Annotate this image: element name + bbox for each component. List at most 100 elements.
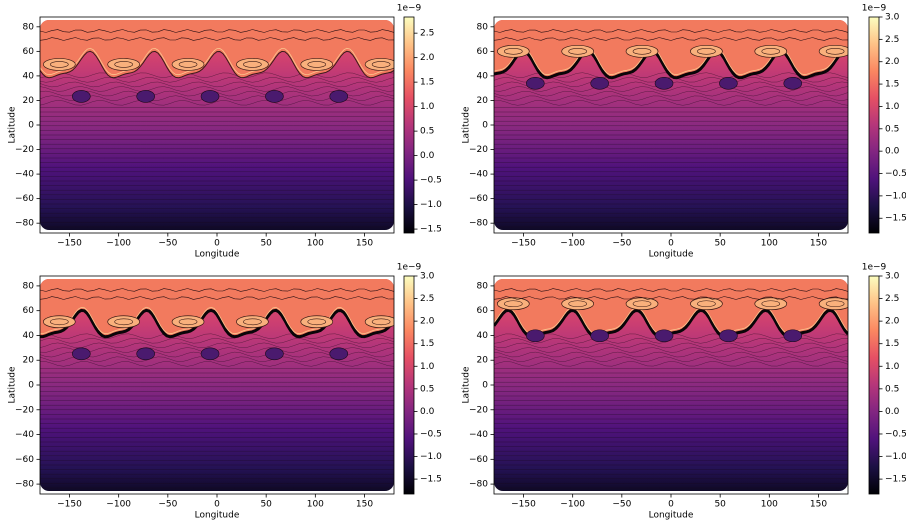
contour-line [494, 361, 848, 367]
vortex [568, 48, 587, 55]
y-tick-label: 0 [482, 381, 488, 391]
contour-line [40, 288, 394, 292]
vortex [371, 318, 391, 326]
x-axis-label: Longitude [195, 511, 240, 520]
colorbar-tick-label: 2.0 [885, 317, 900, 327]
y-tick-label: 60 [23, 47, 35, 57]
contour-line [40, 100, 394, 106]
vortex [697, 48, 716, 55]
front-halo [40, 47, 394, 76]
contour-line [40, 361, 394, 367]
colorbar-tick-label: 3.0 [885, 272, 900, 282]
y-tick-label: −20 [15, 145, 34, 155]
contour-line [494, 338, 848, 344]
colorbar-tick-label: −0.5 [885, 169, 906, 179]
vortex [561, 44, 595, 58]
contour-line [40, 37, 394, 41]
colorbar-tick-label: 0.5 [420, 384, 434, 394]
colorbar-tick-label: 0.5 [885, 124, 899, 134]
y-tick-label: −80 [15, 219, 34, 229]
vortex [200, 90, 220, 103]
y-tick-label: 60 [477, 306, 489, 316]
colorbar-tick-label: 2.0 [420, 317, 435, 327]
contour-line [40, 338, 394, 344]
colorbar-tick-label: 0.0 [420, 151, 435, 161]
x-axis-label: Longitude [195, 250, 240, 260]
vortex [42, 315, 76, 329]
x-tick-label: 0 [214, 239, 220, 249]
vortex [178, 61, 198, 68]
vortex [329, 90, 349, 103]
vortex [847, 329, 848, 343]
vortex [504, 300, 523, 308]
vortex [371, 61, 391, 68]
colorbar-offset: 1e−9 [397, 263, 422, 273]
contour-line [494, 95, 848, 101]
x-tick-label: −50 [612, 239, 631, 249]
y-axis-label: Latitude [8, 366, 18, 404]
x-tick-label: −100 [106, 239, 131, 249]
contour-line [40, 77, 394, 83]
y-axis-label: Latitude [462, 106, 472, 144]
y-tick-label: 20 [23, 356, 35, 366]
x-tick-label: 50 [260, 239, 272, 249]
vortex [654, 329, 674, 343]
contour-line [40, 29, 394, 33]
field [40, 279, 394, 491]
subplot: −150 −100 −50 0 50 100 150 −80 −60 −40 −20 0 20 40 60 8… [8, 4, 443, 260]
y-tick-label: 0 [28, 121, 34, 131]
polar-region [494, 279, 848, 337]
subplot: −150 −100 −50 0 50 100 150 −80 −60 −40 −20 0 20 40 60 8… [8, 263, 443, 520]
colorbar-tick-label: 3.0 [885, 13, 900, 23]
vortex [300, 58, 334, 71]
vortex [632, 48, 652, 55]
contour-line [40, 296, 394, 300]
colorbar-tick-label: −0.5 [885, 429, 906, 439]
contour-line [40, 72, 394, 78]
y-tick-label: −80 [15, 480, 34, 490]
colorbar-tick-label: 1.5 [885, 339, 899, 349]
vortex [504, 48, 523, 55]
x-tick-label: −50 [158, 500, 177, 510]
vortex [719, 329, 738, 343]
contour-line [494, 100, 848, 106]
vortex [114, 61, 133, 68]
vortex [50, 318, 69, 326]
y-tick-label: −40 [15, 170, 34, 180]
vortex [364, 58, 394, 71]
colorbar-tick-label: −1.0 [420, 200, 442, 210]
front-halo [494, 47, 848, 76]
field [494, 20, 848, 230]
colorbar-tick-label: 2.5 [420, 29, 434, 39]
x-tick-label: 150 [356, 500, 373, 510]
vortex [171, 315, 205, 329]
x-tick-label: −150 [511, 239, 536, 249]
vortex [625, 297, 659, 311]
colorbar-tick-label: −1.5 [885, 214, 906, 224]
vortex [818, 297, 848, 311]
colorbar-tick-label: −1.5 [885, 475, 906, 485]
y-tick-label: −80 [469, 219, 488, 229]
front-halo [40, 306, 394, 335]
vortex [496, 297, 530, 311]
x-tick-label: 150 [810, 239, 827, 249]
y-tick-label: 20 [23, 96, 35, 106]
contour-line [494, 351, 848, 358]
x-tick-label: 100 [761, 239, 778, 249]
vortex [654, 77, 674, 90]
colorbar-tick-label: −1.5 [420, 475, 442, 485]
x-tick-label: 0 [214, 500, 220, 510]
colorbar-tick-label: 0.5 [885, 384, 899, 394]
x-tick-label: 100 [307, 500, 324, 510]
y-tick-label: 80 [477, 22, 489, 32]
contour-line [40, 81, 394, 88]
x-axis-label: Longitude [649, 511, 694, 520]
y-tick-label: −40 [15, 430, 34, 440]
y-tick-label: −40 [469, 430, 488, 440]
contour-line [40, 342, 394, 349]
vortex [526, 329, 545, 343]
colorbar-tick-label: 1.0 [420, 102, 435, 112]
contour-line [494, 342, 848, 349]
field [40, 20, 394, 230]
vortex [50, 61, 69, 68]
